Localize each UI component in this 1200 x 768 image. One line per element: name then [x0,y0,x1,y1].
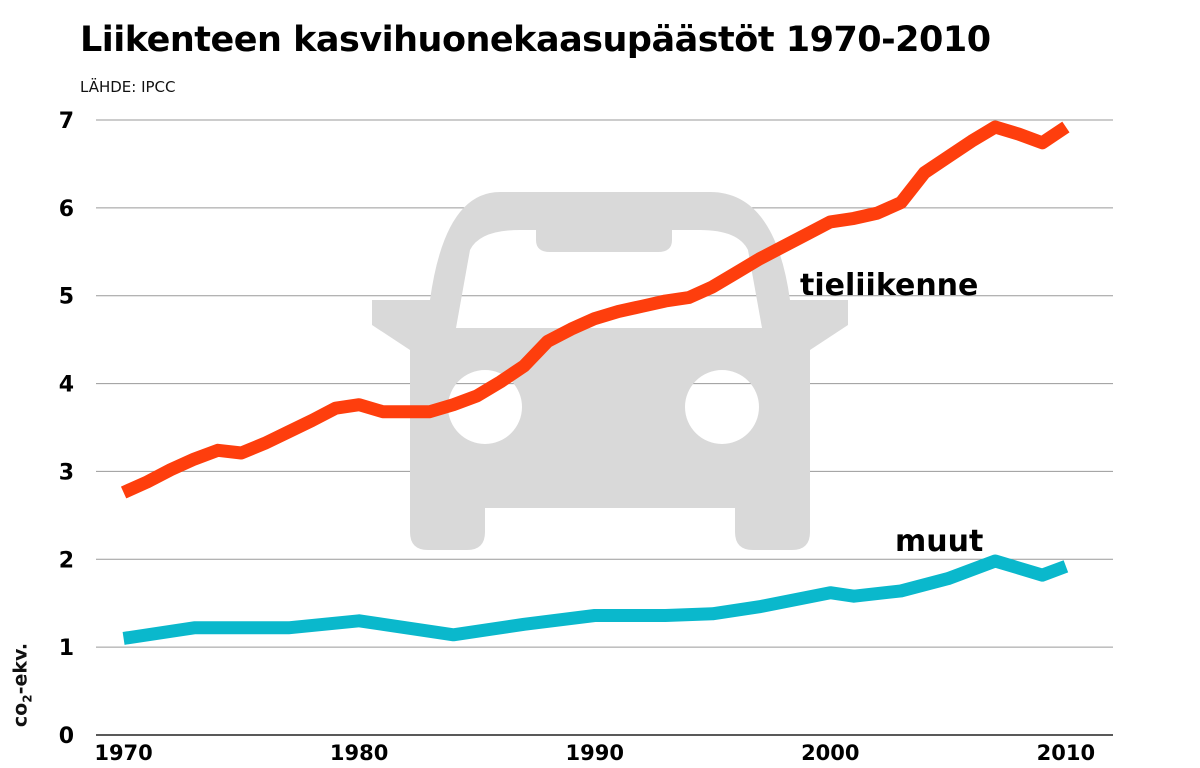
x-tick-label: 2010 [1037,741,1095,765]
x-tick-label: 1980 [330,741,388,765]
series-line-muut [122,554,1069,645]
car-icon [372,192,848,550]
y-tick-label: 3 [59,460,74,485]
series-lines [120,120,1070,645]
y-tick-label: 4 [59,373,74,398]
series-labels: tieliikenne muut [800,268,983,559]
y-axis-title-box: co2-ekv. [10,630,35,740]
x-tick-label: 1970 [94,741,152,765]
y-tick-label: 7 [59,109,74,134]
series-label-muut: muut [895,524,983,559]
y-axis-title-base: co [9,702,32,728]
y-tick-label: 6 [59,197,74,222]
y-tick-label: 1 [59,636,74,661]
x-tick-label: 2000 [801,741,859,765]
chart-title: Liikenteen kasvihuonekaasupäästöt 1970-2… [80,20,991,60]
series-line-tieliikenne [120,120,1070,499]
y-tick-label: 2 [59,548,74,573]
chart-source: LÄHDE: IPCC [80,78,176,96]
y-axis-ticks: 0 1 2 3 4 5 6 7 [59,109,74,749]
y-tick-label: 0 [59,724,74,749]
y-axis-title: co2-ekv. [10,643,35,727]
y-axis-title-subscript: 2 [20,694,35,703]
y-tick-label: 5 [59,285,74,310]
y-axis-title-rest: -ekv. [9,642,32,695]
x-axis-ticks: 1970 1980 1990 2000 2010 [94,741,1095,765]
series-label-tieliikenne: tieliikenne [800,268,978,303]
x-tick-label: 1990 [565,741,623,765]
